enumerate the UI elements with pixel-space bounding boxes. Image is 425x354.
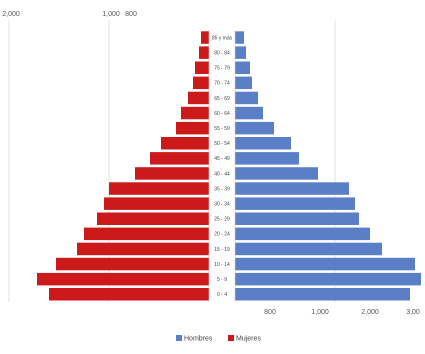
age-group-label: 20 - 24 xyxy=(214,232,230,238)
bottom-tick-label: 1,000 xyxy=(311,309,329,316)
bar-hombres xyxy=(235,106,263,120)
age-group-label: 35 - 39 xyxy=(214,186,230,192)
age-group-label: 55 - 59 xyxy=(214,126,230,132)
bar-mujeres xyxy=(37,272,209,286)
age-group-label: 25 - 29 xyxy=(214,217,230,223)
bar-mujeres xyxy=(56,257,209,271)
age-group-label: 45 - 49 xyxy=(214,156,230,162)
bottom-tick-label: 2,000 xyxy=(361,309,379,316)
bar-hombres xyxy=(235,76,252,90)
bar-hombres xyxy=(235,46,246,59)
age-group-label: 5 - 9 xyxy=(217,277,227,283)
bar-hombres xyxy=(235,242,382,256)
age-group-label: 60 - 64 xyxy=(214,111,230,117)
bar-mujeres xyxy=(176,121,209,135)
bar-mujeres xyxy=(97,212,209,225)
bar-hombres xyxy=(235,227,370,241)
bar-hombres xyxy=(235,257,415,271)
bar-hombres xyxy=(235,182,349,195)
bar-hombres xyxy=(235,152,299,165)
bar-mujeres xyxy=(77,242,209,256)
age-group-label: 65 - 69 xyxy=(214,96,230,102)
bar-mujeres xyxy=(135,167,209,180)
bar-mujeres xyxy=(150,152,209,165)
bar-mujeres xyxy=(193,76,209,90)
bar-hombres xyxy=(235,272,421,286)
bar-mujeres xyxy=(49,288,209,301)
age-group-label: 75 - 79 xyxy=(214,66,230,72)
legend-label-mujeres: Mujeres xyxy=(236,336,261,343)
legend-swatch-hombres xyxy=(176,335,182,341)
age-group-label: 10 - 14 xyxy=(214,262,230,268)
bar-hombres xyxy=(235,91,258,105)
top-tick-label: 2,000 xyxy=(2,11,20,18)
age-group-label: 30 - 34 xyxy=(214,201,230,207)
bar-hombres xyxy=(235,121,274,135)
bottom-tick-label: 800 xyxy=(264,309,276,316)
bar-hombres xyxy=(235,288,410,301)
age-group-label: 80 - 84 xyxy=(214,50,230,56)
bar-mujeres xyxy=(188,91,209,105)
bar-mujeres xyxy=(199,46,209,59)
age-group-label: 40 - 44 xyxy=(214,171,230,177)
bar-mujeres xyxy=(181,106,209,120)
legend-swatch-mujeres xyxy=(228,335,234,341)
legend-label-hombres: Hombres xyxy=(184,336,213,343)
bar-hombres xyxy=(235,31,244,44)
bar-hombres xyxy=(235,167,318,180)
bar-hombres xyxy=(235,137,291,150)
bar-hombres xyxy=(235,61,250,74)
age-group-label: 70 - 74 xyxy=(214,81,230,87)
age-group-label: 85 y más xyxy=(212,35,233,41)
age-group-label: 15 - 19 xyxy=(214,247,230,253)
bottom-tick-label: 3,00 xyxy=(406,309,420,316)
age-group-label: 50 - 54 xyxy=(214,141,230,147)
top-tick-label: 1,000 xyxy=(102,11,120,18)
bar-mujeres xyxy=(84,227,209,241)
bar-hombres xyxy=(235,197,355,210)
bar-mujeres xyxy=(201,31,209,44)
bar-mujeres xyxy=(104,197,209,210)
bar-mujeres xyxy=(109,182,209,195)
top-tick-label: 800 xyxy=(125,11,137,18)
bar-mujeres xyxy=(195,61,209,74)
age-group-label: 0 - 4 xyxy=(217,292,227,298)
bar-mujeres xyxy=(161,137,209,150)
bar-hombres xyxy=(235,212,359,225)
